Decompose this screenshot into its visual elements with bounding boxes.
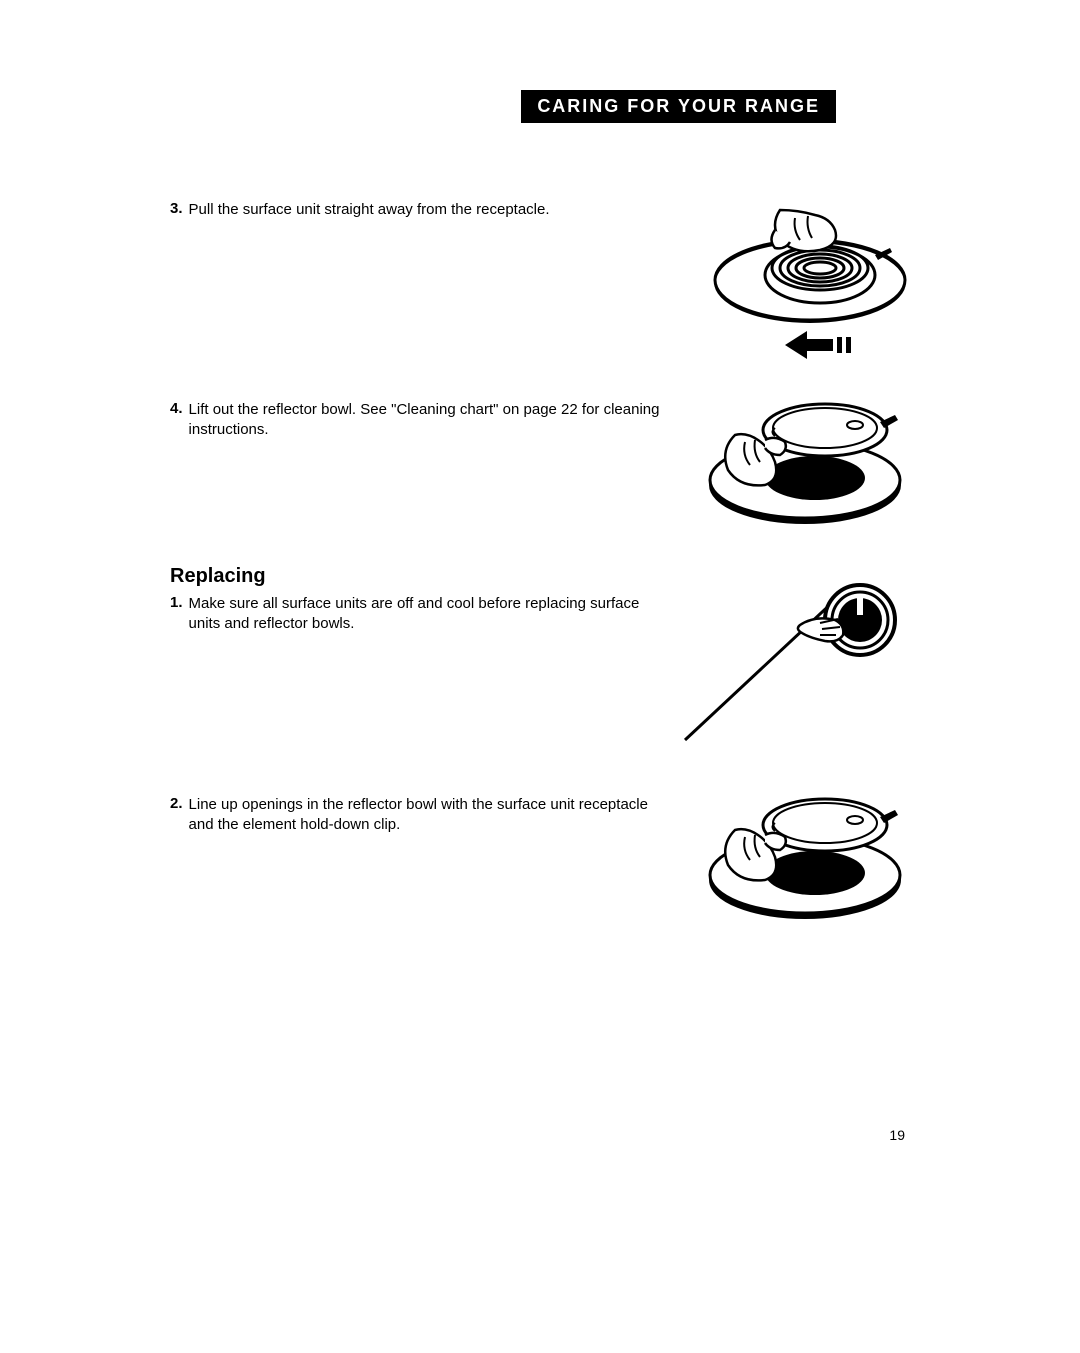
reflector-bowl-place-illustration — [680, 795, 910, 925]
surface-unit-pull-illustration — [680, 200, 910, 370]
step-row-remove-3: 3. Pull the surface unit straight away f… — [170, 200, 910, 380]
step-number: 1. — [170, 594, 183, 635]
control-knob-off-illustration — [680, 565, 910, 745]
section-header-band: CARING FOR YOUR RANGE — [521, 90, 836, 123]
page-content: 3. Pull the surface unit straight away f… — [170, 200, 910, 955]
step-illustration — [680, 400, 910, 535]
step-number: 2. — [170, 795, 183, 836]
step-row-replacing-2: 2. Line up openings in the reflector bow… — [170, 795, 910, 955]
step-text-col: 3. Pull the surface unit straight away f… — [170, 200, 680, 220]
step-text: Pull the surface unit straight away from… — [189, 200, 550, 220]
step-illustration — [680, 200, 910, 375]
step-text-col: 2. Line up openings in the reflector bow… — [170, 795, 680, 836]
step-text-col: Replacing 1. Make sure all surface units… — [170, 565, 680, 635]
step-illustration — [680, 565, 910, 750]
step-row-replacing-1: Replacing 1. Make sure all surface units… — [170, 565, 910, 765]
reflector-bowl-lift-illustration — [680, 400, 910, 530]
step-text-col: 4. Lift out the reflector bowl. See "Cle… — [170, 400, 680, 441]
step-text: Make sure all surface units are off and … — [189, 594, 660, 635]
step-text: Line up openings in the reflector bowl w… — [189, 795, 660, 836]
step-number: 3. — [170, 200, 183, 220]
step-row-remove-4: 4. Lift out the reflector bowl. See "Cle… — [170, 400, 910, 535]
page-number: 19 — [889, 1127, 905, 1143]
replacing-section-title: Replacing — [170, 565, 660, 588]
step-text: Lift out the reflector bowl. See "Cleani… — [189, 400, 660, 441]
section-header-text: CARING FOR YOUR RANGE — [537, 96, 820, 116]
step-number: 4. — [170, 400, 183, 441]
step-illustration — [680, 795, 910, 930]
